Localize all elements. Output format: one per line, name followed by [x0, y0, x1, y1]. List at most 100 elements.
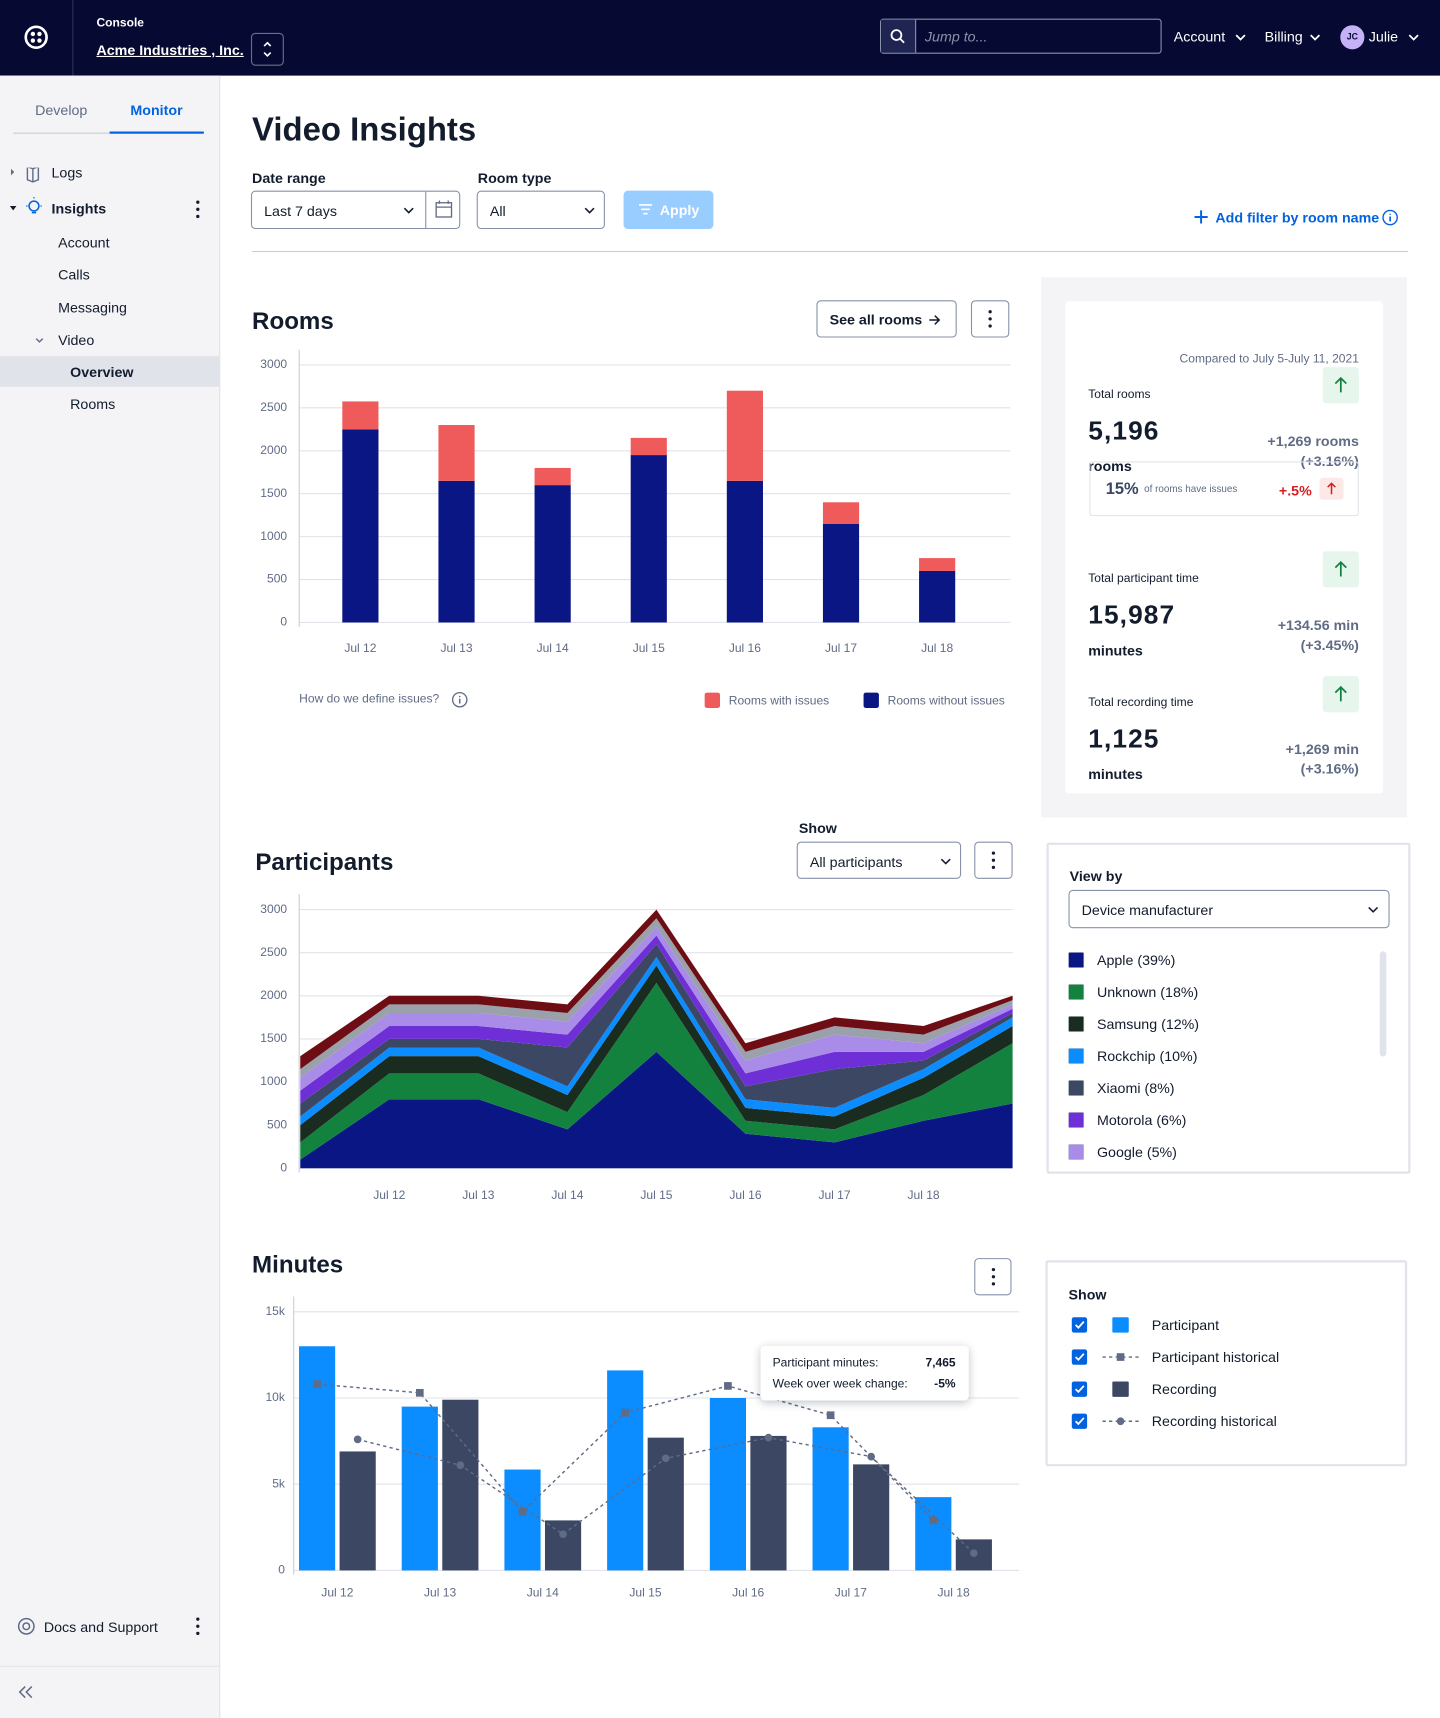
- legend-label[interactable]: Rooms with issues: [729, 694, 829, 708]
- legend-label[interactable]: Rooms without issues: [888, 694, 1005, 708]
- marker: [724, 1382, 732, 1390]
- nav-item[interactable]: Messaging: [58, 299, 127, 316]
- caret: [1310, 34, 1321, 41]
- caret: [940, 858, 951, 865]
- y-tick-label: 3000: [260, 357, 287, 371]
- nav-menu[interactable]: [188, 198, 206, 220]
- area: [300, 957, 1013, 1126]
- stat-label: Total rooms: [1088, 387, 1151, 402]
- more-button[interactable]: [974, 1258, 1012, 1296]
- account-menu[interactable]: Account: [1173, 28, 1226, 45]
- stat-unit: rooms: [1088, 458, 1132, 475]
- search-icon-area: [881, 19, 917, 53]
- avatar[interactable]: JC: [1340, 25, 1365, 50]
- x-tick-label: Jul 13: [462, 1188, 494, 1202]
- billing-menu[interactable]: Billing: [1264, 28, 1303, 45]
- bar-segment: [534, 485, 571, 623]
- y-tick-label: 0: [280, 1160, 287, 1174]
- calendar-button[interactable]: [425, 191, 459, 228]
- x-tick-label: Jul 18: [938, 1586, 970, 1600]
- nav-item[interactable]: Rooms: [70, 395, 116, 413]
- area: [300, 909, 1013, 1070]
- caret: [1408, 34, 1419, 41]
- select-value: All: [489, 202, 506, 220]
- section-title: Minutes: [252, 1250, 344, 1278]
- stat-label: Total recording time: [1088, 695, 1194, 710]
- arrow-icon: [929, 315, 941, 325]
- bar-segment: [822, 523, 860, 623]
- tooltip-value: -5%: [934, 1377, 956, 1391]
- top-bar: Console Acme Industries , Inc. Jump to..…: [0, 0, 1440, 76]
- show-label: Show: [798, 819, 837, 837]
- x-tick-label: Jul 13: [424, 1586, 456, 1600]
- nav-item[interactable]: Insights: [51, 200, 107, 217]
- caret: [584, 207, 595, 214]
- more-button[interactable]: [970, 300, 1010, 338]
- area: [300, 1051, 1013, 1169]
- arrow-up: [1334, 685, 1347, 702]
- participants-select[interactable]: All participants: [796, 841, 962, 879]
- marker: [929, 1516, 938, 1525]
- scrollbar[interactable]: [1379, 951, 1387, 1057]
- nav-item[interactable]: Logs: [51, 164, 83, 181]
- nav-item[interactable]: Video: [58, 332, 95, 349]
- stat-pct: (+3.45%): [1300, 636, 1359, 654]
- area: [300, 918, 1013, 1078]
- nav-item[interactable]: Calls: [58, 266, 90, 283]
- trend-up: [1322, 676, 1359, 713]
- bar: [709, 1397, 746, 1571]
- search-placeholder: Jump to...: [924, 28, 988, 45]
- y-tick-label: 2000: [260, 443, 287, 457]
- search-box[interactable]: Jump to...: [879, 18, 1162, 54]
- bar-segment: [822, 502, 860, 524]
- nav-item-active[interactable]: Overview: [70, 363, 134, 381]
- bar-segment: [726, 480, 763, 623]
- tabs-border: [13, 132, 204, 134]
- marker: [867, 1452, 875, 1461]
- user-name[interactable]: Julie: [1368, 28, 1399, 45]
- y-tick-label: 0: [278, 1563, 285, 1577]
- divider: [252, 250, 1409, 253]
- view-by-select[interactable]: Device manufacturer: [1068, 889, 1390, 929]
- x-tick-label: Jul 14: [537, 641, 569, 655]
- more-button[interactable]: [974, 841, 1013, 879]
- collapse[interactable]: [18, 1684, 36, 1699]
- tab-active[interactable]: Monitor: [130, 101, 183, 119]
- line: [357, 1436, 975, 1554]
- y-tick-label: 15k: [265, 1304, 285, 1318]
- define-issues-link[interactable]: How do we define issues?: [299, 692, 440, 706]
- stat-value: 1,125: [1088, 724, 1160, 754]
- add-filter-link[interactable]: Add filter by room name: [1215, 209, 1380, 226]
- x-tick-label: Jul 17: [835, 1586, 867, 1600]
- bar-segment: [630, 437, 667, 456]
- arrow-up: [1334, 376, 1347, 393]
- footer-menu[interactable]: [188, 1615, 206, 1637]
- tab[interactable]: Develop: [35, 101, 88, 119]
- stats-panel: Compared to July 5-July 11, 2021 Total r…: [1041, 277, 1408, 818]
- y-tick-label: 500: [267, 572, 287, 586]
- stat-label: Total participant time: [1088, 572, 1199, 586]
- bar: [442, 1399, 479, 1571]
- bar: [504, 1469, 541, 1571]
- date-range-select[interactable]: Last 7 days: [250, 190, 461, 230]
- marker: [621, 1408, 630, 1417]
- nav-item[interactable]: Account: [58, 234, 110, 251]
- marker: [559, 1530, 567, 1539]
- room-type-select[interactable]: All: [476, 190, 605, 230]
- logo[interactable]: [24, 25, 48, 49]
- x-tick-label: Jul 16: [729, 1188, 761, 1202]
- docs-link[interactable]: Docs and Support: [43, 1618, 158, 1636]
- caret: [1235, 34, 1246, 41]
- see-all-rooms-button[interactable]: See all rooms: [816, 300, 957, 338]
- stat-pct: (+3.16%): [1300, 760, 1359, 777]
- apply-button[interactable]: Apply: [623, 190, 714, 230]
- y-tick-label: 1500: [260, 486, 287, 500]
- arrow-up: [1327, 482, 1336, 495]
- bar: [339, 1451, 376, 1571]
- org-name[interactable]: Acme Industries , Inc.: [96, 41, 244, 59]
- bar: [955, 1539, 992, 1571]
- org-switcher[interactable]: [250, 32, 284, 66]
- info-icon: [451, 691, 468, 708]
- bar-segment: [342, 401, 379, 430]
